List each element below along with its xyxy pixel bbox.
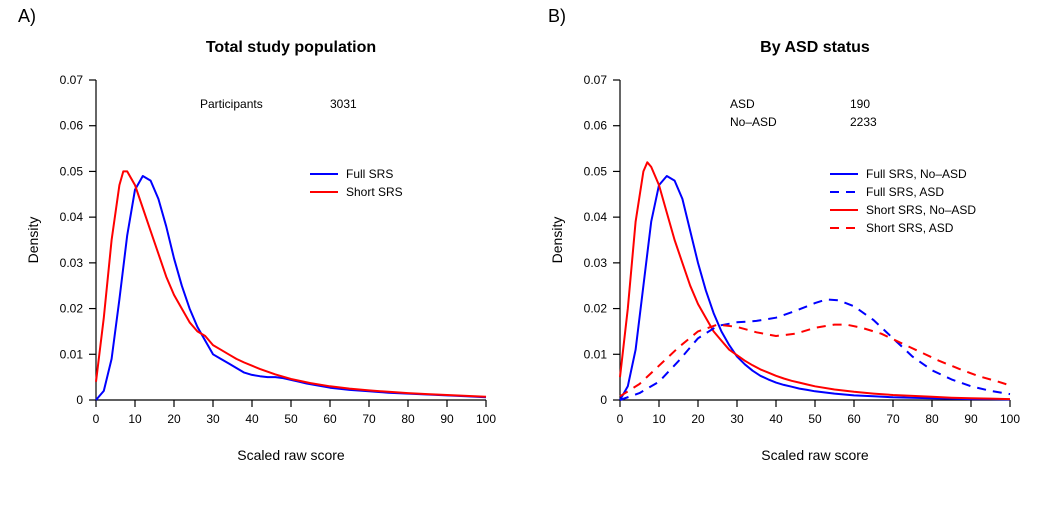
legend-label: Short SRS <box>346 185 403 199</box>
legend-label: Full SRS <box>346 167 393 181</box>
y-tick-label: 0.03 <box>584 256 608 270</box>
y-tick-label: 0.01 <box>584 347 608 361</box>
charts-svg: Total study population 0 10 20 30 40 50 60 70 80 9… <box>0 0 1050 519</box>
x-tick-label: 0 <box>617 412 624 426</box>
y-tick-label: 0.03 <box>60 256 84 270</box>
annotation-value: 3031 <box>330 97 357 111</box>
y-tick-label: 0.04 <box>584 210 608 224</box>
y-tick-label: 0.02 <box>584 302 608 316</box>
y-axis-label: Density <box>549 217 565 264</box>
legend-label: Full SRS, ASD <box>866 185 944 199</box>
panel-b: By ASD status 0 10 20 30 40 50 60 70 80 90 100 0 0.01… <box>549 39 1020 463</box>
chart-title: Total study population <box>206 39 376 56</box>
x-tick-label: 90 <box>440 412 454 426</box>
x-tick-label: 70 <box>886 412 900 426</box>
y-tick-label: 0.06 <box>60 119 84 133</box>
y-tick-label: 0 <box>600 393 607 407</box>
x-axis-label: Scaled raw score <box>761 447 869 463</box>
x-tick-label: 10 <box>128 412 142 426</box>
y-tick-label: 0.07 <box>584 73 608 87</box>
y-tick-label: 0.01 <box>60 347 84 361</box>
x-tick-label: 30 <box>730 412 744 426</box>
legend-label: Short SRS, No–ASD <box>866 203 976 217</box>
chart-title: By ASD status <box>760 39 870 56</box>
x-tick-label: 50 <box>284 412 298 426</box>
x-tick-label: 10 <box>652 412 666 426</box>
y-tick-label: 0.04 <box>60 210 84 224</box>
legend-label: Full SRS, No–ASD <box>866 167 967 181</box>
x-tick-label: 100 <box>1000 412 1020 426</box>
y-axis-label: Density <box>25 217 41 264</box>
y-tick-label: 0 <box>76 393 83 407</box>
x-tick-label: 60 <box>847 412 861 426</box>
series-short_srs <box>96 171 486 396</box>
annotation-label: No–ASD <box>730 115 777 129</box>
x-tick-label: 100 <box>476 412 496 426</box>
y-tick-label: 0.07 <box>60 73 84 87</box>
x-axis-label: Scaled raw score <box>237 447 345 463</box>
x-tick-label: 0 <box>93 412 100 426</box>
x-tick-label: 20 <box>691 412 705 426</box>
series-full_srs <box>96 176 486 400</box>
series-full_srs_asd <box>620 299 1010 400</box>
x-tick-label: 50 <box>808 412 822 426</box>
y-tick-label: 0.05 <box>60 164 84 178</box>
panel-a: Total study population 0 10 20 30 40 50 60 70 80 9… <box>25 39 496 463</box>
x-tick-label: 20 <box>167 412 181 426</box>
panel-a-label: A) <box>18 6 36 27</box>
x-tick-label: 80 <box>925 412 939 426</box>
x-tick-label: 30 <box>206 412 220 426</box>
x-tick-label: 40 <box>245 412 259 426</box>
x-tick-label: 80 <box>401 412 415 426</box>
figure: A) B) Total study population 0 10 20 30 40 50 6… <box>0 0 1050 519</box>
legend-label: Short SRS, ASD <box>866 221 954 235</box>
annotation-value: 190 <box>850 97 870 111</box>
annotation-label: ASD <box>730 97 755 111</box>
annotation-value: 2233 <box>850 115 877 129</box>
annotation-label: Participants <box>200 97 263 111</box>
y-tick-label: 0.06 <box>584 119 608 133</box>
y-tick-label: 0.05 <box>584 164 608 178</box>
x-tick-label: 40 <box>769 412 783 426</box>
panel-b-label: B) <box>548 6 566 27</box>
y-tick-label: 0.02 <box>60 302 84 316</box>
x-tick-label: 60 <box>323 412 337 426</box>
series-short_srs_noasd <box>620 162 1010 399</box>
x-tick-label: 70 <box>362 412 376 426</box>
x-tick-label: 90 <box>964 412 978 426</box>
